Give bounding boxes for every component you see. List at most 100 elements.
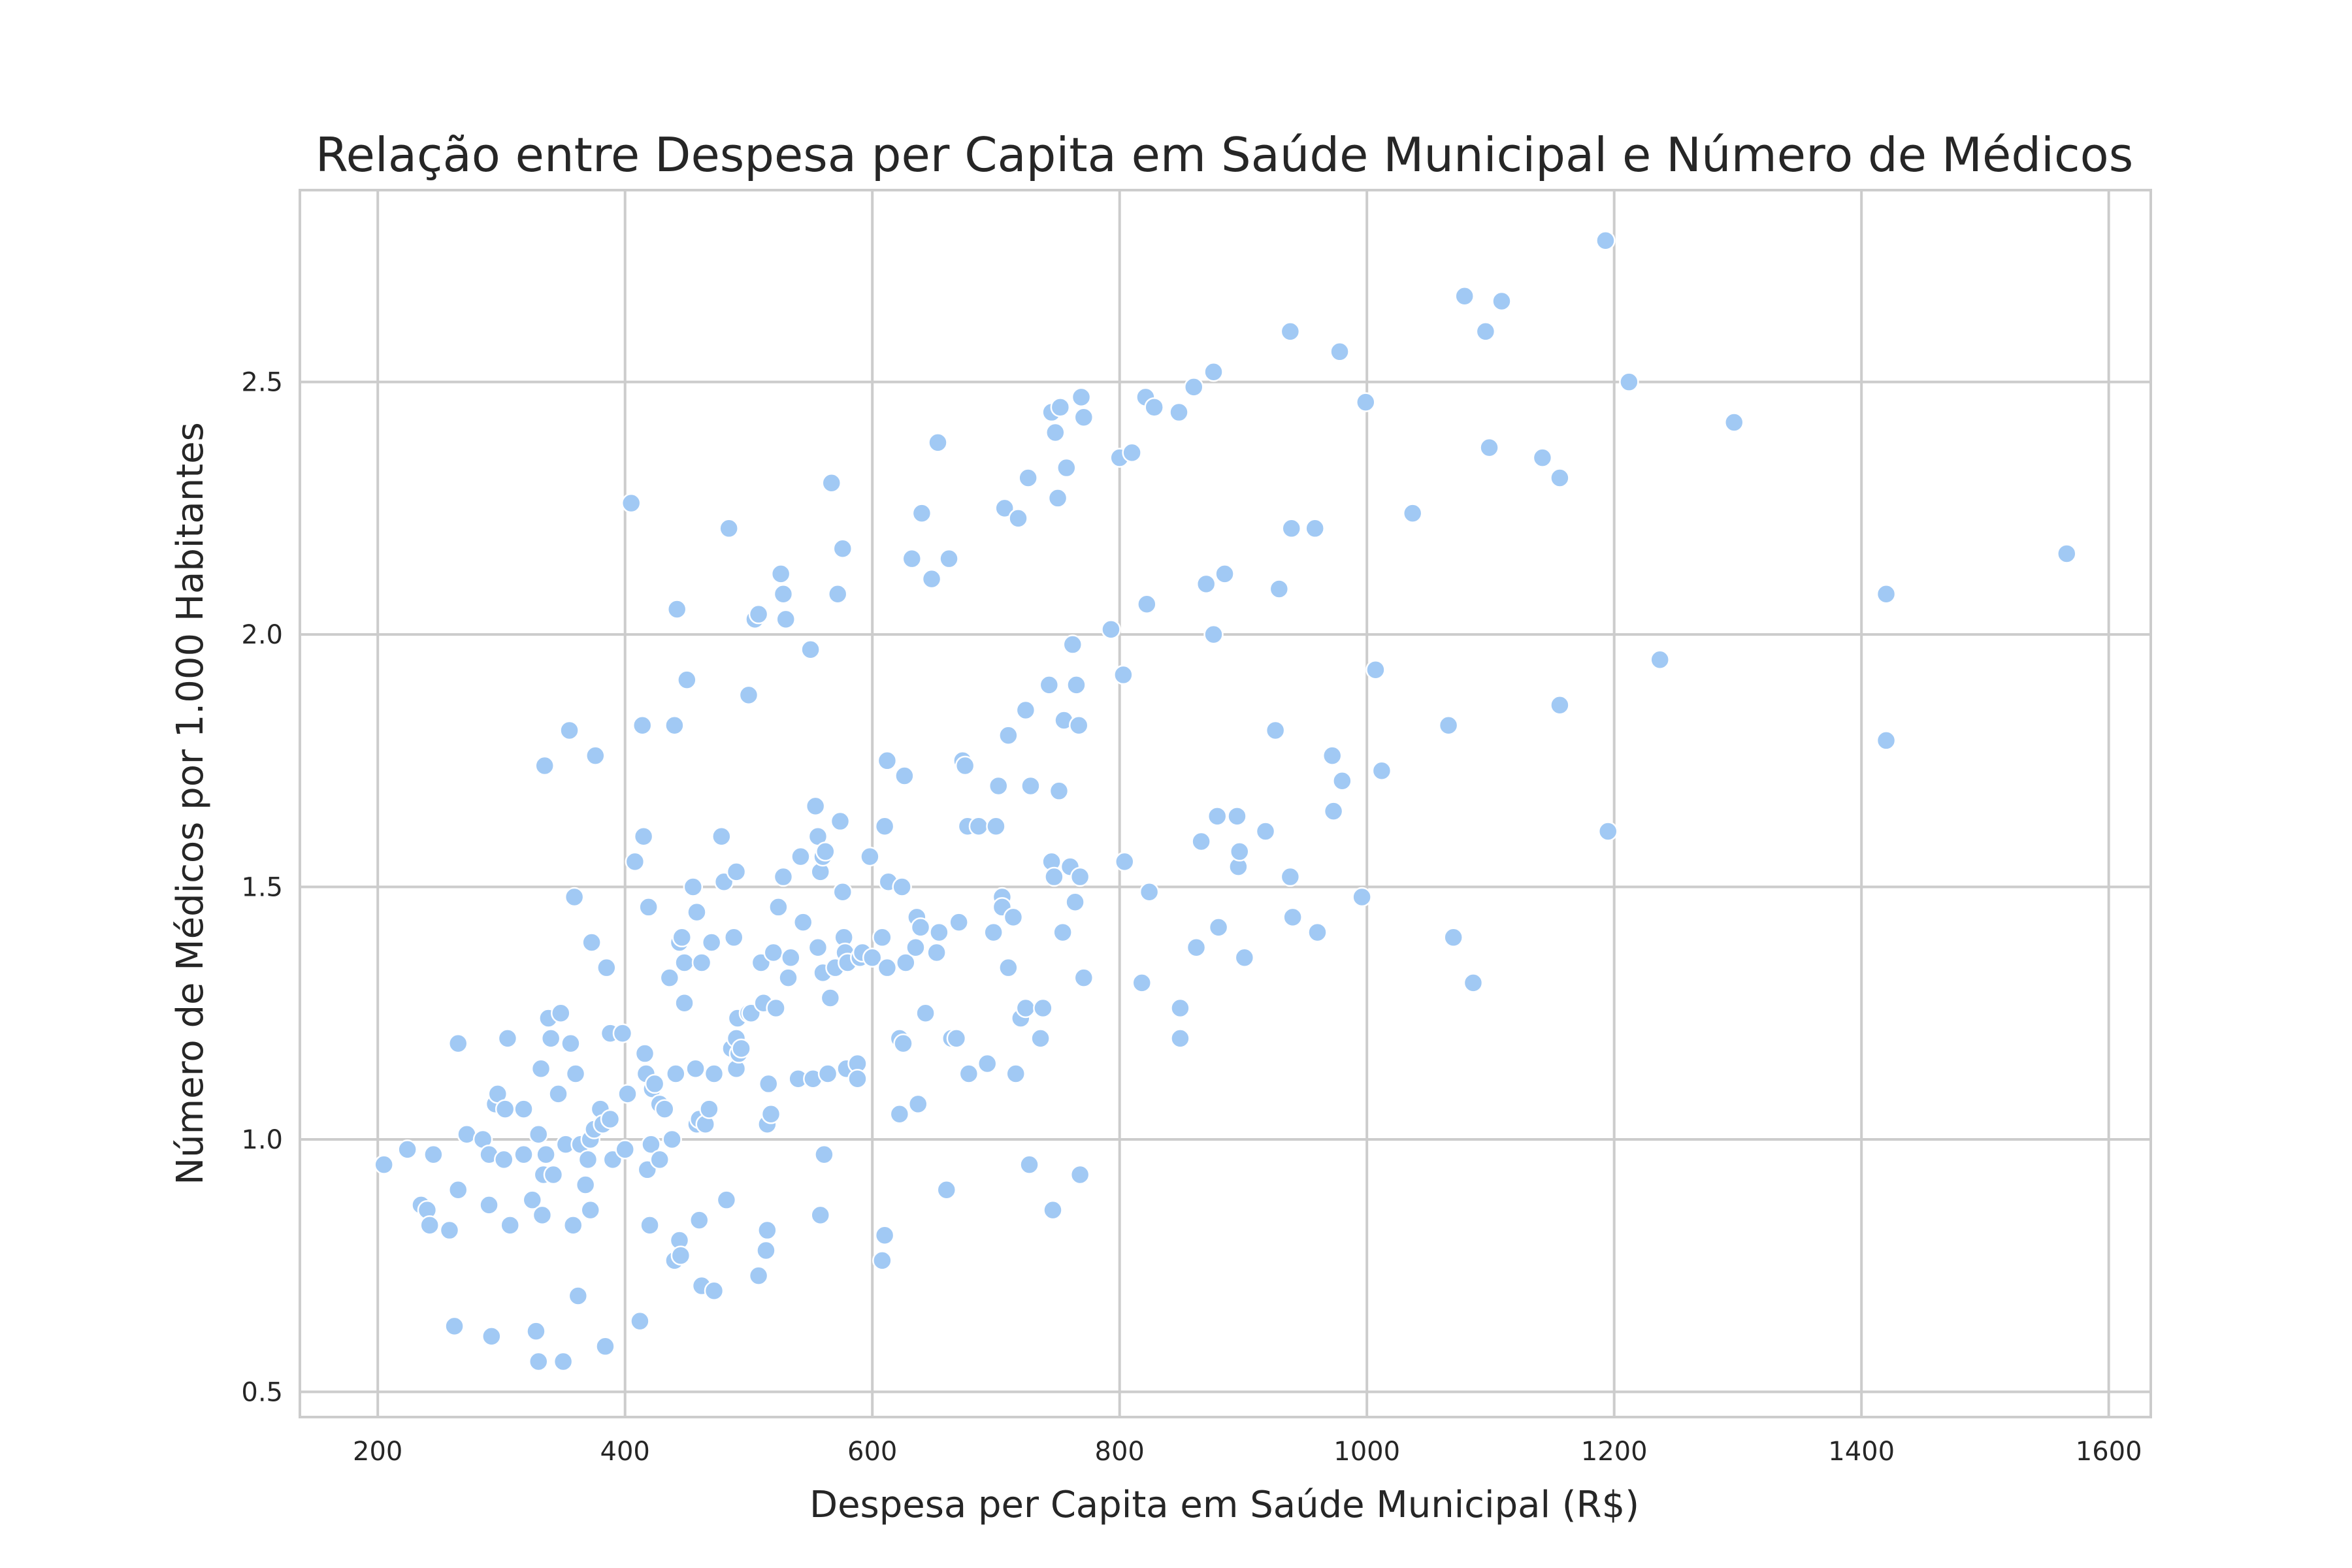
data-point	[1049, 781, 1070, 801]
data-point	[792, 912, 813, 932]
data-point	[1139, 881, 1160, 902]
data-point	[1595, 231, 1616, 251]
data-point	[1876, 730, 1897, 751]
data-point	[1191, 831, 1211, 852]
data-point	[1532, 448, 1553, 468]
data-point	[444, 1316, 465, 1337]
data-point	[827, 584, 848, 604]
data-point	[1323, 801, 1344, 821]
data-point	[1438, 715, 1459, 736]
data-point	[949, 912, 969, 932]
data-point	[497, 1028, 518, 1049]
data-point	[800, 640, 821, 660]
data-point	[683, 877, 704, 897]
data-point	[1227, 806, 1247, 826]
data-point	[810, 1205, 830, 1226]
data-point	[634, 1043, 655, 1064]
y-tick-label: 1.0	[241, 1125, 283, 1155]
data-point	[1101, 619, 1121, 640]
data-point	[699, 1099, 719, 1119]
data-point	[814, 1144, 834, 1165]
data-point	[1356, 392, 1376, 412]
data-point	[902, 548, 923, 569]
data-point	[778, 968, 798, 988]
data-point	[998, 957, 1019, 978]
data-point	[595, 1336, 615, 1357]
data-point	[1281, 518, 1301, 539]
data-point	[983, 922, 1004, 943]
data-point	[561, 1033, 581, 1054]
data-point	[832, 538, 853, 559]
data-point	[1113, 664, 1134, 685]
data-point	[731, 1038, 751, 1059]
data-point	[655, 1099, 675, 1119]
plot-frame	[299, 189, 2152, 1418]
data-point	[1479, 437, 1499, 458]
data-point	[621, 493, 642, 514]
data-point	[1115, 851, 1135, 872]
data-point	[877, 751, 898, 771]
data-point	[704, 1281, 725, 1301]
data-point	[773, 866, 794, 887]
data-point	[548, 1084, 568, 1104]
data-point	[1650, 649, 1670, 670]
data-point	[988, 776, 1009, 796]
data-point	[906, 938, 926, 958]
data-point	[1070, 1164, 1090, 1185]
data-point	[894, 766, 915, 786]
data-point	[687, 902, 707, 923]
data-point	[704, 1064, 725, 1084]
y-tick-label: 1.5	[241, 873, 283, 903]
data-point	[1137, 594, 1157, 614]
data-point	[832, 881, 853, 902]
data-point	[760, 1104, 781, 1124]
data-point	[1454, 286, 1475, 306]
data-point	[1070, 866, 1090, 887]
data-point	[419, 1215, 440, 1235]
data-point	[758, 1073, 779, 1094]
data-point	[874, 816, 895, 837]
data-point	[874, 1225, 895, 1246]
data-point	[893, 1033, 913, 1054]
data-point	[615, 1139, 635, 1160]
data-point	[666, 599, 687, 619]
data-point	[926, 942, 947, 963]
x-tick-label: 800	[1095, 1437, 1145, 1467]
data-point	[551, 1003, 571, 1023]
data-point	[1203, 361, 1224, 382]
data-point	[1208, 917, 1229, 938]
data-point	[1044, 866, 1064, 887]
data-point	[821, 472, 842, 493]
data-point	[1003, 907, 1024, 928]
data-point	[815, 841, 836, 862]
x-tick-label: 1200	[1581, 1437, 1648, 1467]
data-point	[998, 725, 1019, 745]
data-point	[664, 715, 685, 736]
data-point	[817, 1064, 838, 1084]
data-point	[397, 1139, 417, 1160]
data-point	[528, 1351, 549, 1372]
data-point	[1230, 841, 1250, 862]
y-tick-label: 0.5	[241, 1377, 283, 1407]
data-point	[528, 1124, 549, 1145]
data-point	[1050, 397, 1071, 417]
data-point	[1144, 397, 1164, 417]
data-point	[600, 1109, 621, 1130]
data-point	[773, 584, 794, 604]
data-point	[748, 1266, 769, 1286]
data-point	[724, 927, 744, 948]
data-point	[862, 947, 883, 968]
data-point	[559, 720, 580, 741]
data-point	[768, 897, 789, 917]
data-point	[1307, 922, 1328, 943]
data-point	[536, 1144, 556, 1165]
data-point	[1039, 675, 1060, 695]
data-point	[534, 755, 555, 776]
data-point	[666, 1064, 686, 1084]
data-point	[1066, 675, 1086, 695]
data-point	[677, 670, 697, 690]
data-point	[494, 1149, 514, 1170]
data-point	[805, 796, 826, 817]
data-point	[564, 887, 585, 907]
data-point	[872, 1250, 892, 1271]
